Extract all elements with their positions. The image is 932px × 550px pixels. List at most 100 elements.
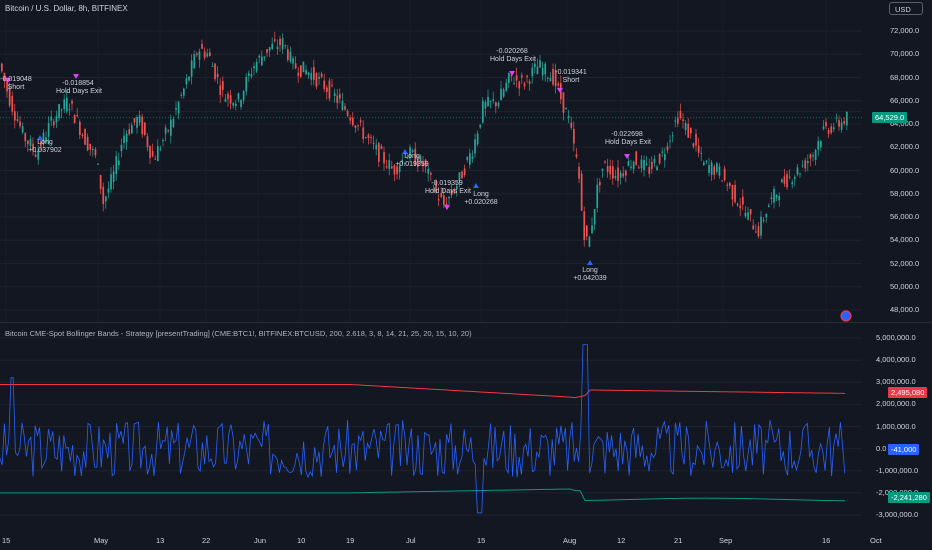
candle-body: [450, 190, 453, 195]
candle-body: [105, 196, 107, 202]
price-chart-pane[interactable]: [0, 0, 878, 322]
candle-body: [687, 123, 690, 138]
exit-arrow-icon: [557, 88, 563, 93]
candle-body: [318, 76, 320, 79]
candle-body: [99, 175, 102, 190]
candle-body: [669, 140, 671, 142]
candle-body: [671, 135, 674, 137]
trade-annotation: -0.019359 Hold Days Exit: [425, 180, 471, 196]
candle-body: [469, 153, 471, 165]
candle-body: [614, 176, 617, 179]
candle-body: [11, 95, 14, 112]
candle-body: [692, 143, 695, 147]
candle-body: [760, 216, 762, 236]
time-tick-label: Aug: [563, 536, 577, 545]
candle-body: [463, 168, 466, 175]
candle-body: [211, 65, 214, 67]
long-arrow-icon: [473, 183, 479, 188]
candle-body: [710, 162, 713, 175]
candle-body: [271, 43, 274, 50]
candle-body: [224, 98, 227, 102]
indicator-chart[interactable]: [0, 327, 862, 530]
candlestick-chart[interactable]: [0, 0, 878, 322]
candle-body: [749, 209, 752, 215]
indicator-pane[interactable]: [0, 327, 862, 530]
candle-body: [731, 184, 734, 200]
candle-body: [287, 49, 289, 60]
candle-body: [721, 180, 723, 182]
candle-body: [424, 159, 427, 167]
candle-body: [627, 161, 630, 166]
candle-body: [79, 121, 81, 136]
candle-body: [203, 51, 206, 58]
time-tick-label: Jun: [254, 536, 267, 545]
candle-body: [315, 73, 318, 87]
candle-body: [107, 188, 110, 193]
trade-annotation: -0.020268 Hold Days Exit: [490, 48, 536, 64]
event-flag-icon[interactable]: [840, 310, 852, 322]
candle-body: [513, 83, 515, 85]
candle-body: [807, 160, 809, 164]
candle-body: [817, 141, 820, 150]
candle-body: [723, 168, 726, 181]
price-tick-label: 54,000.0: [890, 235, 920, 245]
candle-body: [146, 136, 149, 148]
exit-arrow-icon: [73, 74, 79, 79]
candle-body: [768, 205, 770, 208]
candle-body: [89, 143, 92, 150]
candle-body: [775, 194, 778, 198]
trade-annotation-line2: Short: [562, 77, 580, 84]
candle-body: [521, 75, 523, 78]
price-tick-label: 58,000.0: [890, 188, 920, 198]
trade-annotation-line1: Long: [473, 191, 489, 198]
time-axis[interactable]: 15 May 13 22 Jun 10 19 Jul 15 Aug 12 21 Sep 16 Oct: [0, 530, 932, 550]
currency-button[interactable]: USD: [889, 2, 923, 15]
symbol-title[interactable]: Bitcoin / U.S. Dollar, 8h, BITFINEX: [5, 4, 128, 13]
candle-body: [778, 195, 781, 201]
trade-annotation: -0.019048 Short: [0, 76, 38, 92]
candle-body: [144, 122, 146, 135]
candle-body: [453, 191, 456, 193]
candle-body: [541, 68, 544, 76]
candle-body: [417, 159, 419, 167]
trade-annotation: Long +0.019359: [390, 153, 434, 169]
candle-body: [809, 154, 812, 159]
pane-divider[interactable]: [0, 322, 932, 327]
candle-body: [466, 157, 469, 160]
candle-body: [601, 168, 604, 171]
exit-arrow-icon: [444, 205, 450, 210]
candle-body: [406, 157, 409, 159]
candle-body: [42, 132, 45, 145]
candle-body: [508, 73, 510, 83]
long-arrow-icon: [587, 260, 593, 265]
candle-body: [229, 95, 232, 104]
candle-body: [505, 82, 508, 91]
candle-body: [645, 163, 648, 165]
candle-body: [630, 166, 632, 169]
candle-body: [700, 152, 703, 154]
candle-body: [575, 154, 578, 158]
candle-body: [214, 63, 216, 80]
candle-body: [705, 160, 708, 162]
candle-body: [391, 166, 393, 169]
candle-body: [786, 174, 788, 188]
candle-body: [326, 87, 328, 92]
price-tick-label: 62,000.0: [890, 142, 920, 152]
candle-body: [193, 53, 196, 69]
candle-body: [19, 121, 21, 127]
candle-body: [736, 203, 739, 206]
price-axis[interactable]: 72,000.0 70,000.0 68,000.0 66,000.0 64,000.0…: [862, 0, 932, 322]
candle-body: [718, 166, 721, 176]
candle-body: [755, 231, 757, 233]
candle-body: [562, 92, 565, 113]
indicator-title[interactable]: Bitcoin CME-Spot Bollinger Bands - Strat…: [5, 329, 472, 338]
candle-body: [68, 109, 71, 111]
candle-body: [115, 156, 118, 174]
trade-annotation: -0.019341 Short: [549, 69, 593, 85]
candle-body: [378, 142, 380, 162]
candle-body: [666, 146, 669, 151]
time-tick-label: 10: [297, 536, 306, 545]
candle-body: [292, 58, 294, 64]
indicator-axis[interactable]: 5,000,000.0 4,000,000.0 3,000,000.0 2,000,0…: [862, 327, 932, 530]
candle-body: [443, 195, 445, 205]
